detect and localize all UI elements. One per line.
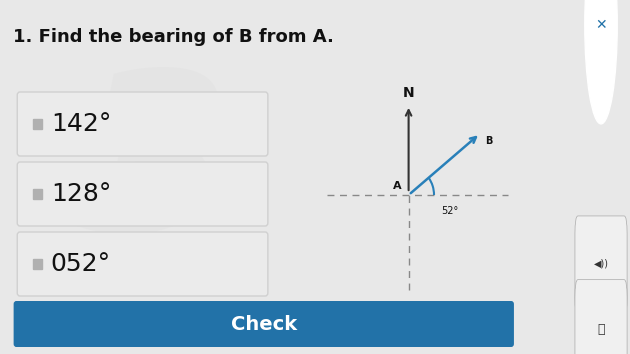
Text: ◀)): ◀)): [593, 259, 609, 269]
Text: 052°: 052°: [51, 252, 111, 276]
Text: N: N: [403, 86, 415, 100]
Bar: [33, 189, 42, 199]
FancyBboxPatch shape: [575, 216, 627, 315]
Bar: [33, 259, 42, 269]
FancyBboxPatch shape: [17, 232, 268, 296]
FancyBboxPatch shape: [17, 162, 268, 226]
Text: 128°: 128°: [51, 182, 112, 206]
Circle shape: [585, 0, 617, 124]
FancyBboxPatch shape: [575, 280, 627, 354]
Text: A: A: [392, 181, 401, 191]
Text: 52°: 52°: [441, 206, 459, 216]
Text: ⤢: ⤢: [597, 323, 605, 336]
Text: B: B: [484, 136, 492, 147]
Text: 1. Find the bearing of B from A.: 1. Find the bearing of B from A.: [13, 28, 334, 46]
Text: ✕: ✕: [595, 18, 607, 32]
Bar: [33, 119, 42, 129]
Text: 3: 3: [77, 63, 232, 277]
FancyBboxPatch shape: [14, 301, 514, 347]
FancyBboxPatch shape: [17, 92, 268, 156]
Text: 142°: 142°: [51, 112, 112, 136]
Text: Check: Check: [231, 314, 297, 333]
